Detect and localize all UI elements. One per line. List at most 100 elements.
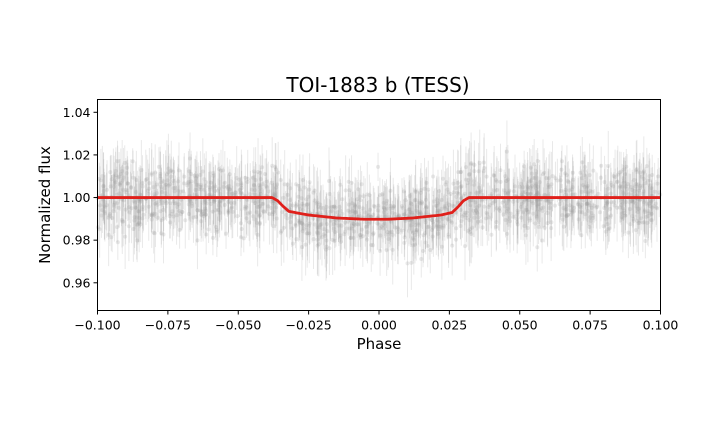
data-point: [532, 176, 537, 181]
data-point: [193, 179, 198, 184]
data-point: [165, 178, 170, 183]
data-point: [357, 205, 362, 210]
data-point: [245, 176, 250, 181]
data-point: [252, 188, 257, 193]
data-point: [359, 182, 364, 187]
data-point: [466, 228, 471, 233]
data-point: [151, 230, 156, 235]
data-point: [583, 165, 588, 170]
data-point: [304, 223, 309, 228]
data-point: [126, 192, 131, 197]
data-point: [385, 230, 390, 235]
data-point: [570, 208, 575, 213]
data-point: [565, 178, 570, 183]
data-point: [633, 201, 638, 206]
data-point: [258, 189, 263, 194]
data-point: [436, 231, 441, 236]
data-point: [226, 191, 231, 196]
data-point: [537, 180, 542, 185]
data-point: [118, 181, 123, 186]
data-point: [315, 217, 320, 222]
data-point: [415, 210, 420, 215]
data-point: [343, 220, 348, 225]
data-point: [137, 215, 142, 220]
data-point: [227, 187, 232, 192]
data-point: [494, 220, 499, 225]
data-point: [535, 159, 540, 164]
data-point: [447, 202, 452, 207]
data-point: [340, 211, 345, 216]
data-point: [202, 187, 207, 192]
data-point: [605, 200, 610, 205]
data-point: [177, 208, 182, 213]
data-point: [462, 213, 467, 218]
data-point: [174, 201, 179, 206]
data-point: [206, 227, 211, 232]
data-point: [145, 188, 150, 193]
data-point: [121, 175, 126, 180]
data-point: [549, 220, 554, 225]
data-point: [325, 229, 330, 234]
data-point: [253, 192, 258, 197]
data-point: [111, 174, 116, 179]
data-point: [546, 185, 551, 190]
x-axis-ticks: −0.100 −0.075 −0.050 −0.025 0.000 0.025 0.050 0…: [74, 310, 678, 333]
data-point: [188, 199, 193, 204]
data-point: [271, 201, 276, 206]
data-point: [193, 214, 198, 219]
data-point: [382, 221, 387, 226]
data-point: [108, 184, 113, 189]
data-point: [445, 201, 450, 206]
data-point: [386, 236, 391, 241]
data-point: [241, 236, 246, 241]
data-point: [213, 208, 218, 213]
data-point: [425, 205, 430, 210]
data-point: [159, 231, 164, 236]
data-point: [293, 203, 298, 208]
data-point: [608, 206, 613, 211]
data-point: [639, 216, 644, 221]
data-point: [546, 182, 551, 187]
data-point: [617, 170, 622, 175]
data-point: [527, 179, 532, 184]
data-point: [430, 218, 435, 223]
data-point: [189, 172, 194, 177]
data-point: [356, 187, 361, 192]
data-point: [619, 215, 624, 220]
data-point: [418, 190, 423, 195]
data-point: [477, 185, 482, 190]
data-point: [492, 199, 497, 204]
data-point: [615, 172, 620, 177]
data-point: [637, 188, 642, 193]
data-point: [420, 201, 425, 206]
data-point: [114, 173, 119, 178]
data-point: [468, 191, 473, 196]
data-point: [346, 202, 351, 207]
data-point: [225, 185, 230, 190]
data-point: [643, 181, 648, 186]
data-point: [635, 210, 640, 215]
data-point: [120, 169, 125, 174]
data-point: [435, 208, 440, 213]
data-point: [202, 177, 207, 182]
data-point: [159, 180, 164, 185]
data-point: [436, 219, 441, 224]
data-point: [144, 177, 149, 182]
data-point: [346, 219, 351, 224]
data-point: [590, 189, 595, 194]
data-point: [443, 182, 448, 187]
data-point: [603, 203, 608, 208]
data-point: [294, 202, 299, 207]
data-point: [541, 172, 546, 177]
data-point: [187, 169, 192, 174]
data-point: [565, 212, 570, 217]
data-point: [168, 169, 173, 174]
data-point: [631, 218, 636, 223]
data-point: [196, 187, 201, 192]
data-point: [324, 211, 329, 216]
data-point: [583, 189, 588, 194]
data-point: [120, 178, 125, 183]
data-point: [296, 183, 301, 188]
data-point: [411, 230, 416, 235]
data-point: [500, 200, 505, 205]
